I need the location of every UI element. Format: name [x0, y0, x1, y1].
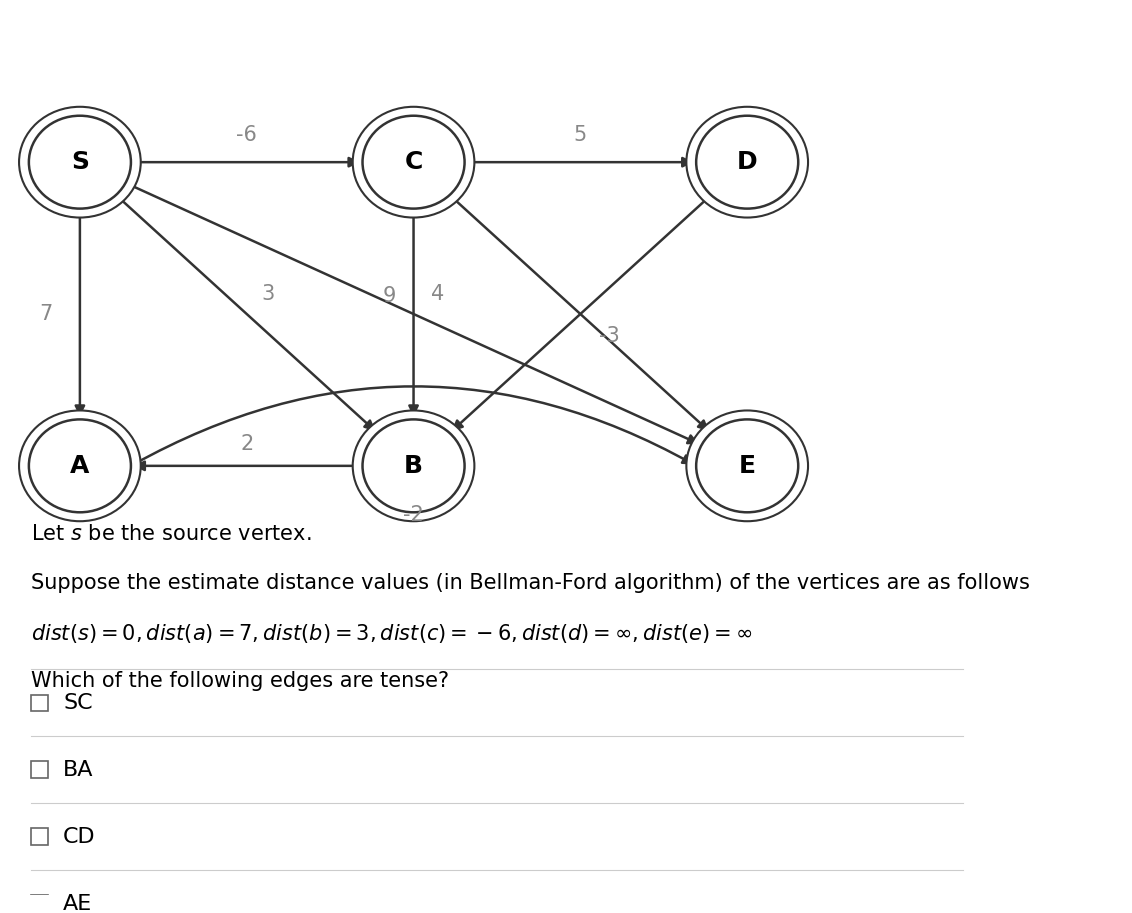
FancyArrowPatch shape [410, 212, 418, 414]
Text: -3: -3 [600, 326, 620, 346]
Text: Let $s$ be the source vertex.: Let $s$ be the source vertex. [31, 524, 311, 544]
Circle shape [686, 107, 808, 217]
Text: BA: BA [63, 760, 94, 780]
FancyArrowPatch shape [134, 158, 357, 166]
Circle shape [362, 116, 464, 208]
FancyArrowPatch shape [468, 158, 691, 166]
FancyArrowPatch shape [134, 386, 692, 465]
Text: $dist(s) = 0, dist(a) = 7, dist(b) = 3, dist(c) = -6, dist(d) = \infty, dist(e) : $dist(s) = 0, dist(a) = 7, dist(b) = 3, … [31, 622, 753, 645]
Text: A: A [70, 454, 89, 477]
Text: 5: 5 [574, 125, 588, 145]
Circle shape [19, 411, 140, 521]
Text: -6: -6 [237, 125, 257, 145]
Text: 7: 7 [38, 304, 52, 324]
Circle shape [696, 116, 798, 208]
FancyBboxPatch shape [31, 896, 49, 911]
Circle shape [686, 411, 808, 521]
FancyArrowPatch shape [454, 197, 709, 429]
Text: 4: 4 [431, 284, 445, 304]
Text: AE: AE [63, 894, 93, 913]
Text: SC: SC [63, 693, 93, 712]
Text: Which of the following edges are tense?: Which of the following edges are tense? [31, 671, 449, 691]
FancyBboxPatch shape [31, 695, 49, 710]
Text: -2: -2 [403, 505, 423, 525]
Circle shape [29, 116, 131, 208]
Circle shape [19, 107, 140, 217]
FancyArrowPatch shape [452, 197, 708, 429]
Text: D: D [737, 150, 757, 174]
Text: E: E [739, 454, 756, 477]
Circle shape [353, 107, 474, 217]
Text: 9: 9 [383, 286, 396, 306]
Text: Suppose the estimate distance values (in Bellman-Ford algorithm) of the vertices: Suppose the estimate distance values (in… [31, 573, 1030, 593]
FancyBboxPatch shape [31, 761, 49, 778]
Text: S: S [71, 150, 89, 174]
FancyArrowPatch shape [137, 462, 360, 470]
Circle shape [353, 411, 474, 521]
FancyBboxPatch shape [31, 828, 49, 845]
Circle shape [362, 419, 464, 512]
Text: C: C [404, 150, 422, 174]
FancyArrowPatch shape [128, 184, 696, 443]
Circle shape [696, 419, 798, 512]
Text: CD: CD [63, 826, 96, 846]
Circle shape [29, 419, 131, 512]
FancyArrowPatch shape [76, 212, 84, 414]
Text: 2: 2 [240, 434, 254, 454]
FancyArrowPatch shape [118, 197, 374, 429]
Text: 3: 3 [261, 284, 275, 304]
Text: B: B [404, 454, 423, 477]
